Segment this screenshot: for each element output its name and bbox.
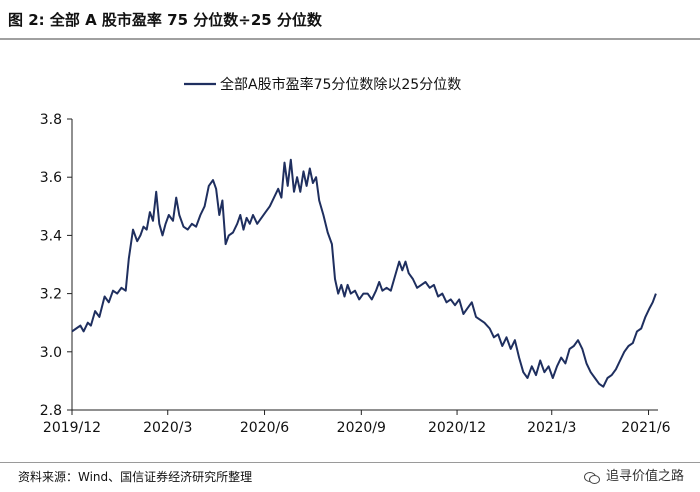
y-tick-label: 3.0 — [40, 345, 62, 361]
line-chart: 全部A股市盈率75分位数除以25分位数 2.8 3.0 3.2 3.4 3.6 3.8 20… — [40, 76, 671, 436]
x-tick-label: 2020/3 — [143, 420, 192, 436]
title-divider — [0, 38, 700, 40]
legend: 全部A股市盈率75分位数除以25分位数 — [184, 76, 461, 93]
y-tick-label: 3.2 — [40, 287, 62, 303]
y-tick-label: 3.8 — [40, 112, 62, 128]
watermark: 追寻价值之路 — [583, 468, 684, 486]
wechat-icon — [583, 470, 600, 484]
footer-divider — [0, 462, 700, 463]
x-tick-label: 2020/9 — [337, 420, 386, 436]
y-tick-label: 2.8 — [40, 403, 62, 419]
y-tick-label: 3.4 — [40, 228, 62, 244]
watermark-label: 追寻价值之路 — [605, 469, 684, 484]
x-tick-label: 2021/3 — [527, 420, 576, 436]
x-tick-label: 2020/6 — [240, 420, 289, 436]
x-tick-label: 2021/6 — [621, 420, 670, 436]
legend-label: 全部A股市盈率75分位数除以25分位数 — [220, 76, 461, 93]
figure-title: 图 2: 全部 A 股市盈率 75 分位数÷25 分位数 — [8, 11, 322, 29]
source-note: 资料来源：Wind、国信证券经济研究所整理 — [18, 470, 253, 484]
y-tick-label: 3.6 — [40, 170, 62, 186]
plot-area — [71, 158, 657, 388]
x-tick-label: 2019/12 — [43, 420, 101, 436]
x-tick-label: 2020/12 — [428, 420, 486, 436]
axes: 2.8 3.0 3.2 3.4 3.6 3.8 2019/12 2020/3 2020/6 202… — [40, 112, 671, 436]
series-line-0 — [71, 158, 657, 388]
